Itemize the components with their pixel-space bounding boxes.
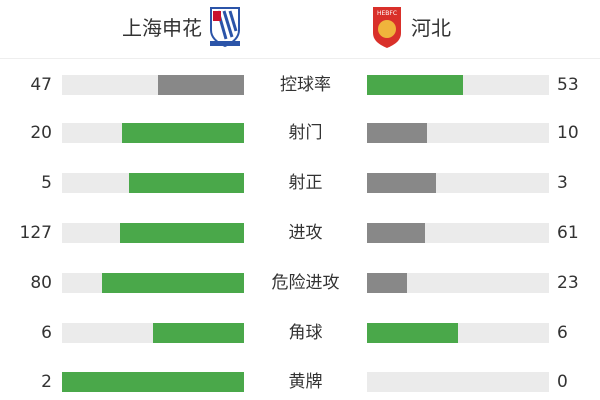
away-bar-fill	[367, 123, 428, 143]
home-value: 127	[19, 223, 52, 243]
stat-label: 进攻	[288, 223, 323, 243]
home-bar	[62, 273, 244, 293]
home-value: 5	[41, 173, 52, 193]
away-value: 6	[557, 323, 568, 343]
stat-row: 20 射门 10	[0, 123, 600, 143]
away-bar-fill	[367, 173, 437, 193]
hebei-fc-crest-icon: HEBFC	[373, 7, 401, 48]
away-bar	[367, 323, 549, 343]
svg-text:HEBFC: HEBFC	[377, 10, 397, 17]
stat-row: 127 进攻 61	[0, 223, 600, 243]
match-header: 上海申花 HEBFC 河北	[0, 0, 600, 59]
home-value: 80	[30, 273, 52, 293]
home-bar-fill	[153, 323, 244, 343]
home-bar-fill	[102, 273, 244, 293]
away-bar	[367, 123, 549, 143]
home-bar-fill	[129, 173, 244, 193]
away-bar-fill	[367, 323, 458, 343]
home-bar-fill	[62, 372, 244, 392]
home-value: 20	[30, 123, 52, 143]
away-bar	[367, 372, 549, 392]
away-bar	[367, 173, 549, 193]
stat-label: 黄牌	[288, 372, 323, 392]
away-value: 53	[557, 75, 579, 95]
home-bar	[62, 123, 244, 143]
home-team-name: 上海申花	[122, 16, 202, 40]
home-bar	[62, 173, 244, 193]
home-bar-fill	[158, 75, 244, 95]
stat-row: 6 角球 6	[0, 323, 600, 343]
home-bar-fill	[120, 223, 244, 243]
away-value: 0	[557, 372, 568, 392]
away-value: 61	[557, 223, 579, 243]
away-bar-fill	[367, 75, 464, 95]
away-value: 10	[557, 123, 579, 143]
home-bar	[62, 75, 244, 95]
away-bar-fill	[367, 223, 426, 243]
stat-label: 控球率	[280, 75, 331, 95]
away-value: 23	[557, 273, 579, 293]
home-bar	[62, 223, 244, 243]
home-value: 2	[41, 372, 52, 392]
away-bar	[367, 75, 549, 95]
home-value: 6	[41, 323, 52, 343]
stat-label: 角球	[288, 323, 323, 343]
stat-label: 射正	[288, 173, 323, 193]
home-bar-fill	[122, 123, 244, 143]
away-bar	[367, 223, 549, 243]
away-value: 3	[557, 173, 568, 193]
away-team-name: 河北	[411, 16, 451, 40]
stat-row: 80 危险进攻 23	[0, 273, 600, 293]
home-bar	[62, 372, 244, 392]
home-bar	[62, 323, 244, 343]
stat-row: 47 控球率 53	[0, 75, 600, 95]
away-bar-fill	[367, 273, 408, 293]
home-value: 47	[30, 75, 52, 95]
stat-label: 危险进攻	[271, 273, 340, 293]
stat-row: 5 射正 3	[0, 173, 600, 193]
stat-row: 2 黄牌 0	[0, 372, 600, 392]
stat-label: 射门	[288, 123, 323, 143]
away-bar	[367, 273, 549, 293]
shanghai-shenhua-crest-icon	[210, 7, 240, 48]
